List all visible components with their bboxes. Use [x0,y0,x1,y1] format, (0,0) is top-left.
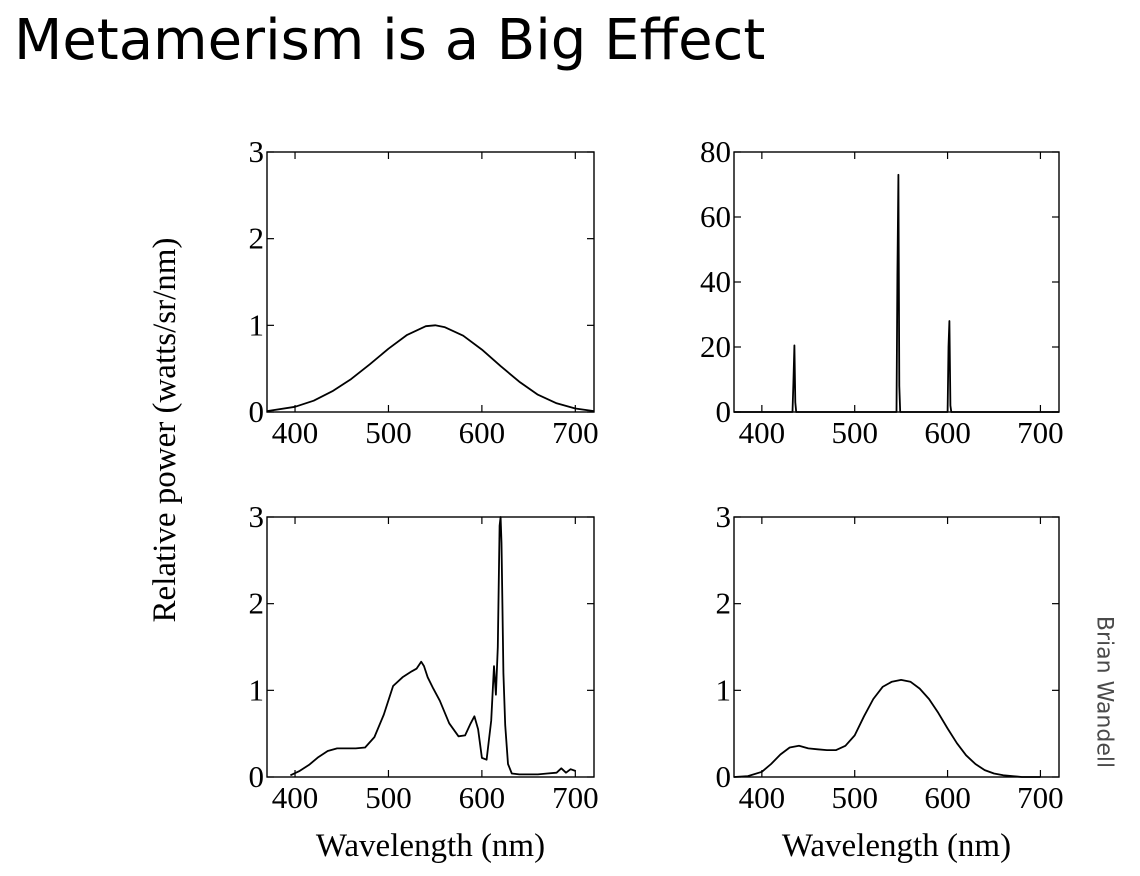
y-tick-label: 2 [249,586,265,621]
x-tick-label: 500 [831,780,878,815]
x-tick-label: 700 [1017,780,1064,815]
spectrum-line [733,679,1041,778]
plot-frame [733,516,1060,778]
y-tick-label: 0 [249,394,265,429]
y-tick-label: 40 [700,264,731,299]
plot-frame [266,516,595,778]
x-tick-label: 600 [924,415,971,450]
x-axis-label: Wavelength (nm) [316,828,545,864]
credit-label: Brian Wandell [1091,615,1117,769]
x-tick-label: 600 [459,415,506,450]
spectrum-line [266,324,595,412]
y-tick-label: 2 [716,586,732,621]
x-tick-label: 600 [459,780,506,815]
plot-frame [266,151,595,413]
x-tick-label: 400 [272,415,319,450]
x-tick-label: 500 [831,415,878,450]
y-tick-label: 1 [716,672,732,707]
spectrum-line [734,173,1059,413]
x-tick-label: 700 [552,415,599,450]
slide-title: Metamerism is a Big Effect [14,8,766,73]
chart-bottom-left: 400 500 600 700 0 1 2 3 Wavelength (nm) [249,499,599,864]
y-tick-label: 3 [716,499,732,534]
x-tick-label: 600 [924,780,971,815]
x-tick-label: 400 [739,415,786,450]
x-tick-label: 700 [1017,415,1064,450]
chart-bottom-right: 400 500 600 700 0 1 2 3 Wavelength (nm) [716,499,1064,864]
chart-top-right: 400 500 600 700 0 20 40 60 80 [700,134,1064,450]
y-tick-label: 20 [700,329,731,364]
spectrum-line [290,516,576,777]
x-tick-label: 700 [552,780,599,815]
y-tick-label: 3 [249,134,265,169]
x-tick-label: 500 [365,780,412,815]
chart-top-left: 400 500 600 700 0 1 2 3 Relative power (watts/sr… [147,134,599,622]
y-tick-label: 0 [249,759,265,794]
y-tick-label: 0 [716,394,732,429]
x-tick-label: 400 [739,780,786,815]
x-tick-label: 500 [365,415,412,450]
x-axis-label: Wavelength (nm) [782,828,1011,864]
x-tick-label: 400 [272,780,319,815]
y-tick-label: 80 [700,134,731,169]
y-tick-label: 0 [716,759,732,794]
y-tick-label: 1 [249,672,265,707]
y-axis-label: Relative power (watts/sr/nm) [147,238,183,623]
y-tick-label: 1 [249,307,265,342]
y-tick-label: 3 [249,499,265,534]
y-tick-label: 60 [700,199,731,234]
y-tick-label: 2 [249,221,265,256]
